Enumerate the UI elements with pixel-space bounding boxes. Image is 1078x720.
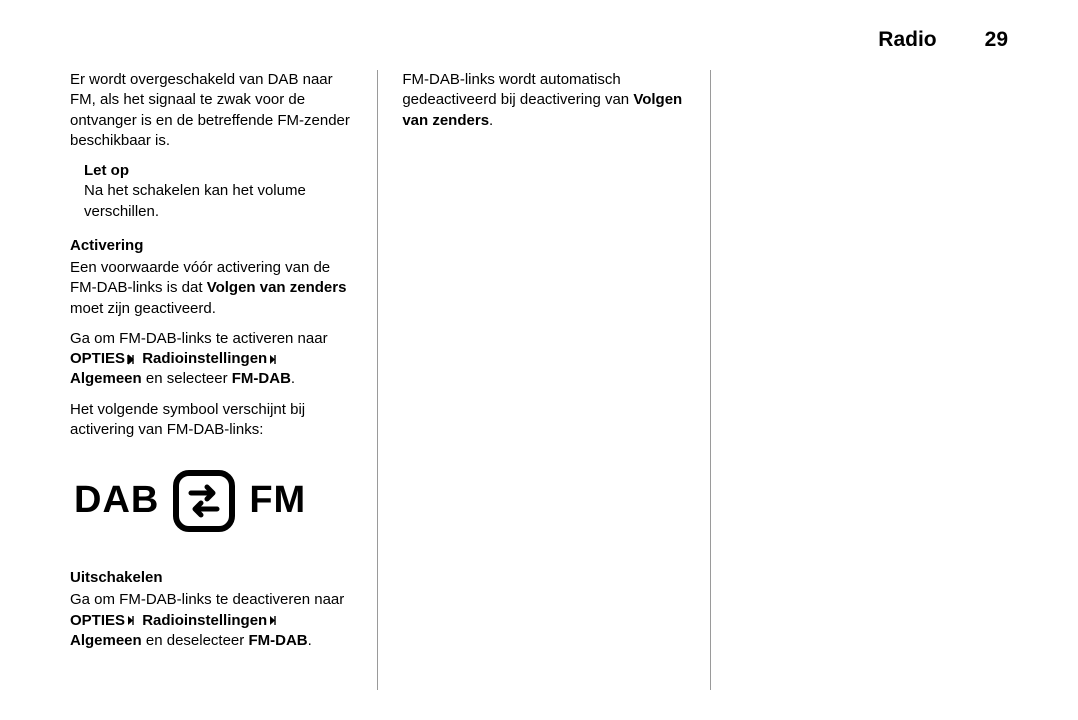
activation-p1: Een voorwaarde vóór activering van de FM…: [70, 258, 353, 319]
column-separator: [377, 70, 378, 690]
menu-opties: OPTIES: [70, 612, 125, 629]
text: FM-DAB-links wordt automatisch gedeactiv…: [402, 71, 633, 108]
content-columns: Er wordt overgeschakeld van DAB naar FM,…: [70, 70, 1018, 690]
fm-label: FM: [249, 475, 306, 526]
page-number: 29: [985, 28, 1008, 52]
deactivation-p: Ga om FM-DAB-links te deactiveren naar O…: [70, 590, 353, 651]
col2-paragraph: FM-DAB-links wordt automatisch gedeactiv…: [402, 70, 685, 131]
menu-radioinstellingen: Radioinstellingen: [142, 350, 267, 367]
swap-icon: [173, 470, 235, 532]
dab-label: DAB: [74, 475, 159, 526]
manual-page: Radio 29 Er wordt overgeschakeld van DAB…: [0, 0, 1078, 720]
note-title: Let op: [84, 161, 353, 181]
header-title: Radio: [878, 28, 936, 52]
intro-paragraph: Er wordt overgeschakeld van DAB naar FM,…: [70, 70, 353, 151]
arrow-icon: [269, 615, 278, 626]
column-1: Er wordt overgeschakeld van DAB naar FM,…: [70, 70, 369, 690]
text: .: [489, 112, 493, 129]
deactivation-heading: Uitschakelen: [70, 568, 353, 588]
column-2: FM-DAB-links wordt automatisch gedeactiv…: [386, 70, 701, 690]
activation-heading: Activering: [70, 236, 353, 256]
menu-opties: OPTIES: [70, 350, 125, 367]
page-header: Radio 29: [70, 28, 1018, 52]
bold-text: Volgen van zenders: [207, 279, 347, 296]
text: .: [308, 632, 312, 649]
arrow-icon: [269, 354, 278, 365]
text: Ga om FM-DAB-links te activeren naar: [70, 330, 328, 347]
note-block: Let op Na het schakelen kan het volume v…: [70, 161, 353, 222]
note-body: Na het schakelen kan het volume verschil…: [84, 181, 353, 222]
text: .: [291, 370, 295, 387]
column-3: [719, 70, 1018, 690]
menu-fmdab: FM-DAB: [248, 632, 307, 649]
text: moet zijn geactiveerd.: [70, 300, 216, 317]
text: en selecteer: [142, 370, 232, 387]
arrow-icon: [127, 615, 136, 626]
column-separator: [710, 70, 711, 690]
activation-p2: Ga om FM-DAB-links te activeren naar OPT…: [70, 329, 353, 390]
menu-algemeen: Algemeen: [70, 370, 142, 387]
menu-algemeen: Algemeen: [70, 632, 142, 649]
activation-p3: Het volgende symbool verschijnt bij acti…: [70, 400, 353, 441]
dab-fm-symbol: DAB FM: [74, 470, 353, 532]
arrow-icon: [127, 354, 136, 365]
menu-radioinstellingen: Radioinstellingen: [142, 612, 267, 629]
menu-fmdab: FM-DAB: [232, 370, 291, 387]
text: Ga om FM-DAB-links te deactiveren naar: [70, 591, 344, 608]
text: en deselecteer: [142, 632, 249, 649]
